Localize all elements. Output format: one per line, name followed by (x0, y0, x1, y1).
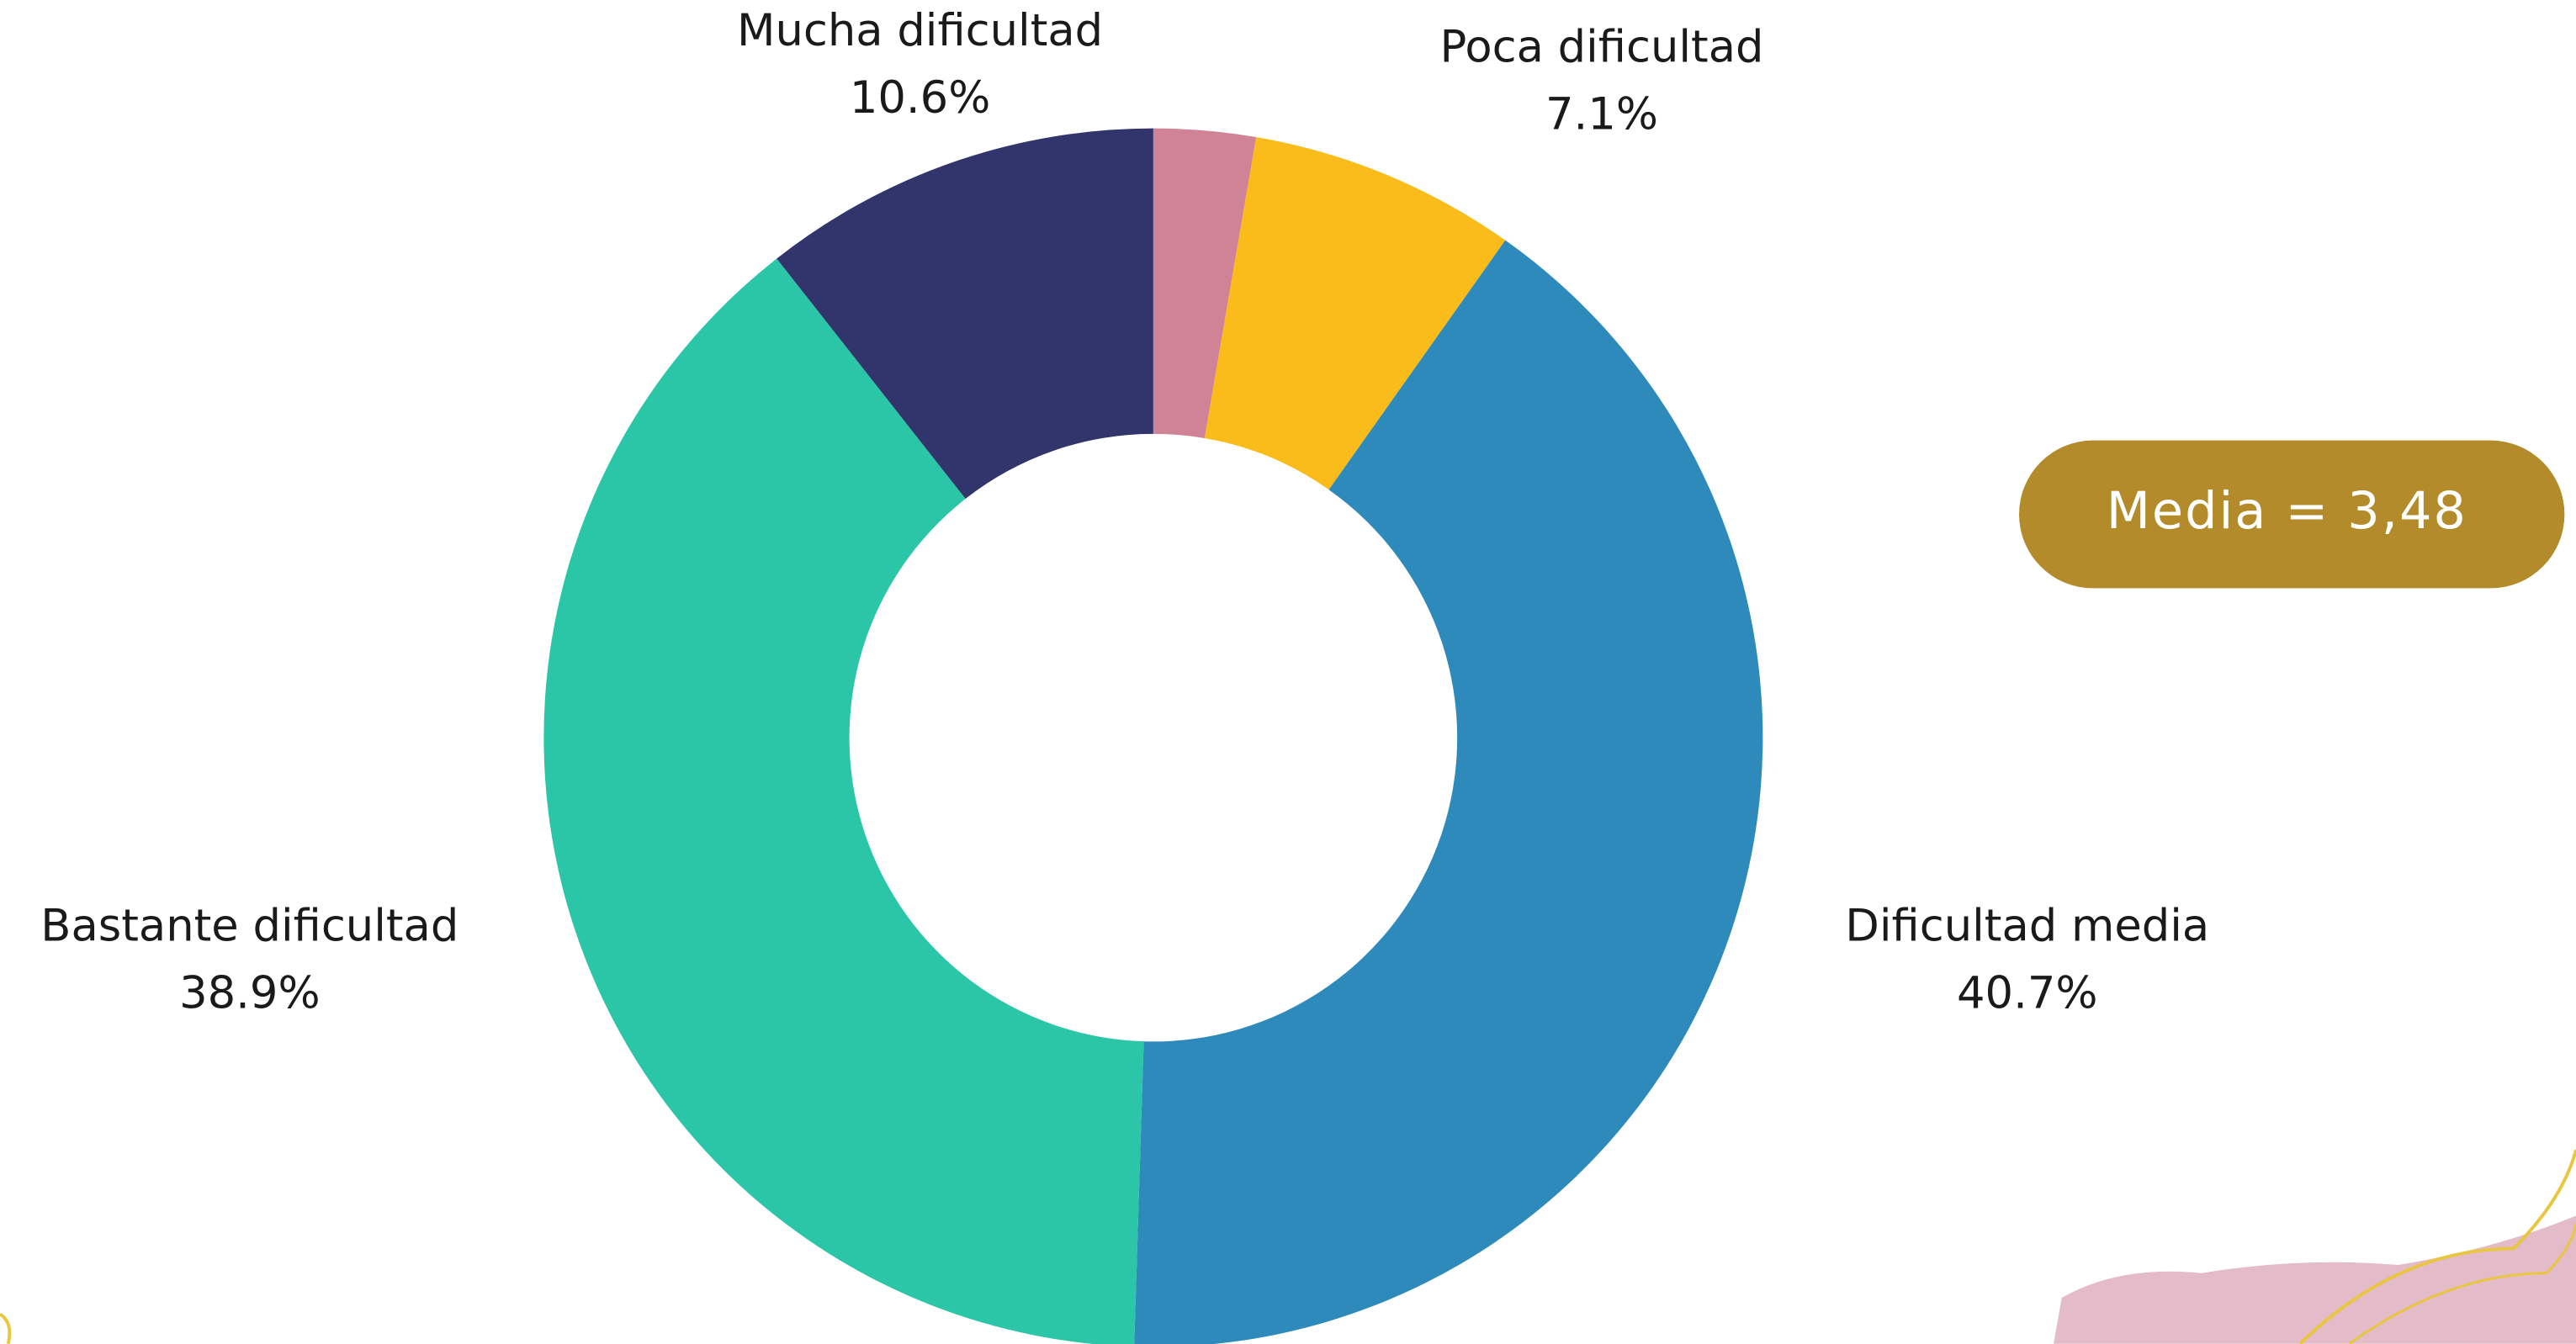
annotation: Media = 3,48 (2107, 482, 2467, 541)
slice-label: Bastante dificultad (40, 900, 458, 951)
slice (543, 258, 1144, 1344)
value-label: 10.6% (850, 72, 990, 124)
slice-label: Poca dificultad (1439, 22, 1763, 73)
value-label: 38.9% (179, 967, 320, 1019)
slice-label: Dificultad media (1845, 900, 2209, 951)
decoration (0, 1149, 2576, 1344)
slice (777, 128, 1153, 500)
slice (1204, 137, 1506, 490)
value-label: 7.1% (1545, 89, 1658, 140)
badge-background (2018, 440, 2565, 589)
slice (1134, 240, 1763, 1344)
media-badge: Media = 3,48 (2018, 440, 2565, 589)
value-label: 40.7% (1957, 967, 2097, 1019)
slice (1153, 128, 1257, 439)
slice-label: Mucha dificultad (737, 5, 1103, 56)
